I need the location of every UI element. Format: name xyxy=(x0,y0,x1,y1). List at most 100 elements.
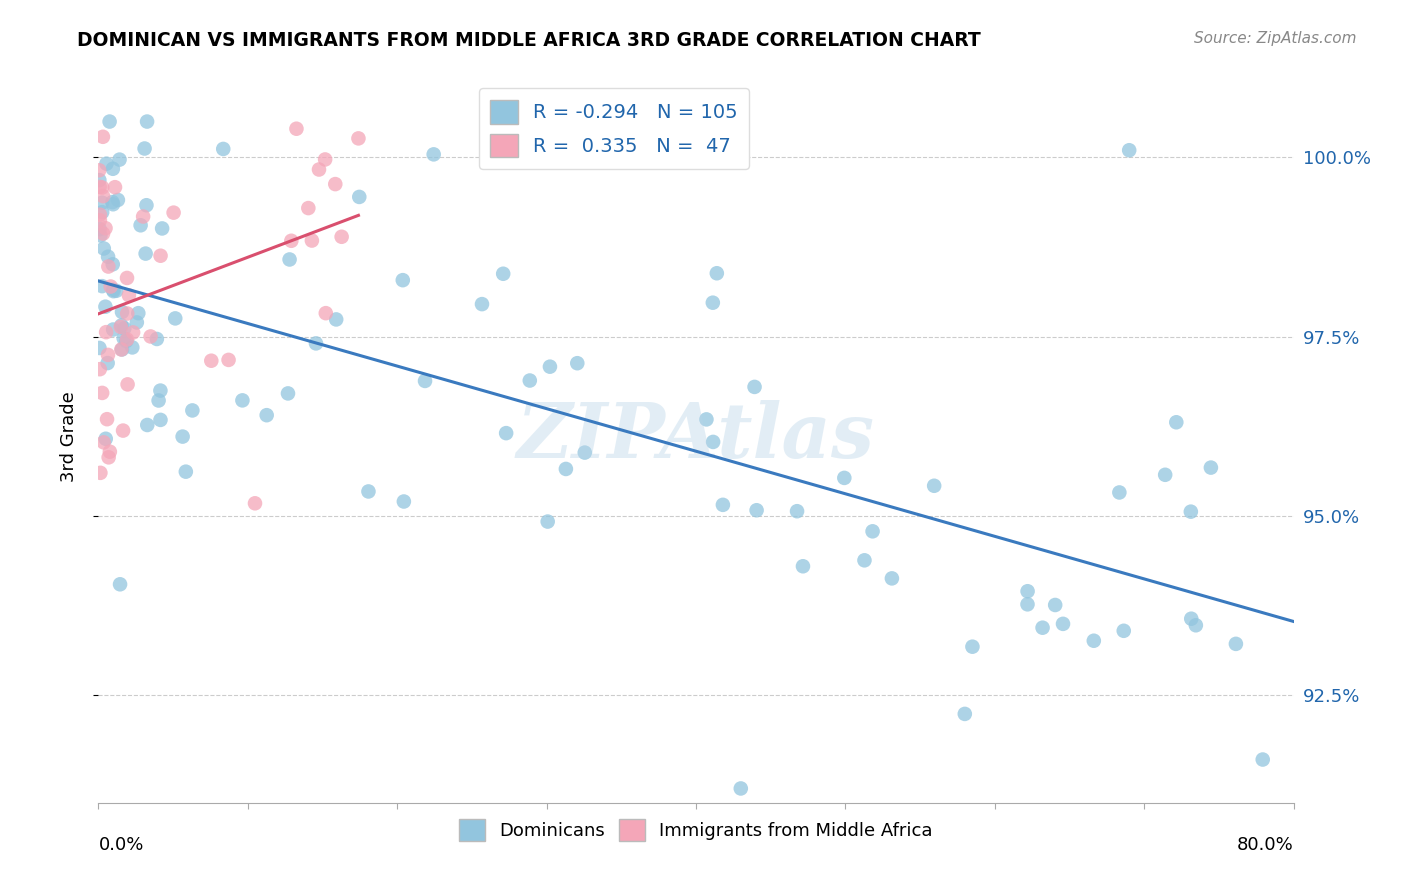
Point xyxy=(277,386,299,401)
Point xyxy=(101,283,124,297)
Point xyxy=(218,352,240,367)
Text: 0.0%: 0.0% xyxy=(98,836,143,854)
Point xyxy=(101,322,124,336)
Point xyxy=(492,267,515,281)
Point xyxy=(1185,618,1208,632)
Point xyxy=(711,498,734,512)
Point xyxy=(308,162,330,177)
Point xyxy=(305,336,328,351)
Point xyxy=(200,353,222,368)
Point xyxy=(231,393,253,408)
Point xyxy=(146,332,169,346)
Point xyxy=(347,131,370,145)
Point xyxy=(744,380,766,394)
Point xyxy=(89,341,111,355)
Point xyxy=(1112,624,1135,638)
Point xyxy=(538,359,561,374)
Point xyxy=(105,284,128,298)
Point xyxy=(98,444,121,458)
Point xyxy=(115,333,138,347)
Point xyxy=(134,141,156,155)
Point xyxy=(110,318,132,333)
Point xyxy=(104,180,127,194)
Point xyxy=(1108,485,1130,500)
Point xyxy=(280,234,302,248)
Point xyxy=(117,377,139,392)
Point xyxy=(834,471,856,485)
Point xyxy=(122,326,145,340)
Point xyxy=(1251,752,1274,766)
Point xyxy=(96,156,118,170)
Legend: Dominicans, Immigrants from Middle Africa: Dominicans, Immigrants from Middle Afric… xyxy=(453,812,939,848)
Point xyxy=(1052,616,1074,631)
Point xyxy=(1017,584,1039,599)
Point xyxy=(391,273,413,287)
Point xyxy=(149,413,172,427)
Text: DOMINICAN VS IMMIGRANTS FROM MIDDLE AFRICA 3RD GRADE CORRELATION CHART: DOMINICAN VS IMMIGRANTS FROM MIDDLE AFRI… xyxy=(77,31,981,50)
Point xyxy=(96,412,118,426)
Point xyxy=(422,147,444,161)
Point xyxy=(91,129,114,144)
Point xyxy=(89,208,111,222)
Point xyxy=(89,173,111,187)
Point xyxy=(89,163,111,178)
Point xyxy=(121,340,143,354)
Point xyxy=(357,484,380,499)
Point xyxy=(1083,633,1105,648)
Point xyxy=(135,198,157,212)
Point xyxy=(97,450,120,465)
Point xyxy=(112,331,135,345)
Point xyxy=(1032,621,1054,635)
Point xyxy=(285,121,308,136)
Point xyxy=(111,305,134,319)
Point xyxy=(537,515,560,529)
Point xyxy=(349,190,371,204)
Point xyxy=(125,315,148,329)
Point xyxy=(786,504,808,518)
Point xyxy=(136,114,159,128)
Point xyxy=(91,189,114,203)
Point xyxy=(112,321,135,335)
Point xyxy=(110,319,132,334)
Point xyxy=(301,234,323,248)
Point xyxy=(1199,460,1222,475)
Point xyxy=(278,252,301,267)
Point xyxy=(112,424,135,438)
Point xyxy=(132,210,155,224)
Point xyxy=(97,250,120,264)
Point xyxy=(89,228,111,243)
Point xyxy=(702,295,724,310)
Point xyxy=(1017,597,1039,611)
Point xyxy=(702,434,724,449)
Point xyxy=(93,242,115,256)
Point xyxy=(89,179,111,194)
Point xyxy=(91,385,114,400)
Point xyxy=(94,432,117,446)
Point xyxy=(567,356,589,370)
Point xyxy=(1225,637,1247,651)
Point xyxy=(97,356,120,370)
Point xyxy=(1166,415,1188,429)
Point xyxy=(150,221,173,235)
Point xyxy=(1043,598,1066,612)
Text: Source: ZipAtlas.com: Source: ZipAtlas.com xyxy=(1194,31,1357,46)
Point xyxy=(94,300,117,314)
Point xyxy=(103,284,125,298)
Point xyxy=(91,205,114,219)
Point xyxy=(315,306,337,320)
Point xyxy=(256,408,278,422)
Point xyxy=(330,229,353,244)
Point xyxy=(962,640,984,654)
Point xyxy=(89,466,111,480)
Point xyxy=(89,213,111,227)
Point xyxy=(115,271,138,285)
Point xyxy=(953,706,976,721)
Point xyxy=(100,279,122,293)
Point xyxy=(118,288,141,302)
Point xyxy=(212,142,235,156)
Point xyxy=(745,503,768,517)
Point xyxy=(107,193,129,207)
Point xyxy=(695,412,717,426)
Point xyxy=(101,161,124,176)
Point xyxy=(93,435,115,450)
